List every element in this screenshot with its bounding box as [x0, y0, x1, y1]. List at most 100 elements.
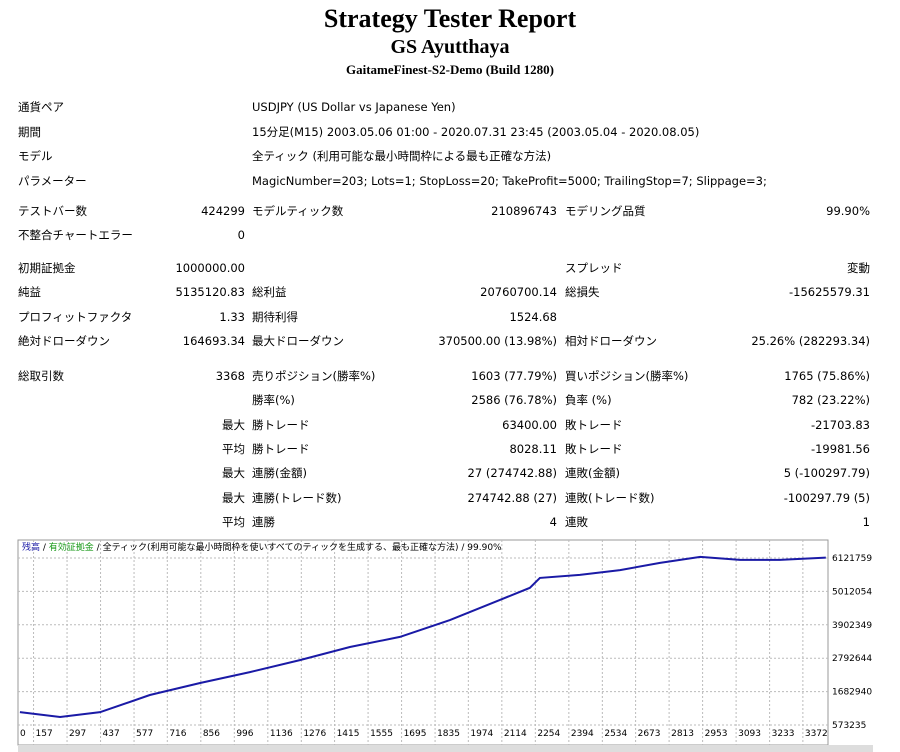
stat-label: 総取引数 — [18, 369, 64, 383]
stat-value: 8028.11 — [509, 441, 557, 456]
stat-label: テストバー数 — [18, 204, 87, 218]
stat-label: 期待利得 — [252, 309, 298, 324]
stat-value: 25.26% (282293.34) — [751, 333, 870, 348]
x-tick-label: 3372 — [805, 729, 828, 739]
stat-value: 1524.68 — [509, 309, 557, 324]
stat-label: 連勝(トレード数) — [252, 490, 342, 505]
x-tick-label: 1136 — [270, 729, 293, 739]
balance-line — [19, 555, 826, 718]
legend-item: 残高 — [22, 541, 40, 553]
stat-label: 負率 (%) — [565, 393, 612, 408]
legend-item: / — [94, 543, 103, 553]
stat-value: 27 (274742.88) — [467, 466, 557, 481]
stat-value: 4 — [549, 514, 557, 529]
setting-label: 通貨ペア — [18, 100, 64, 114]
x-tick-label: 2534 — [604, 729, 627, 739]
stat-label: 初期証拠金 — [18, 261, 76, 275]
stat-value: 1000000.00 — [175, 261, 245, 275]
stat-label: 勝トレード — [252, 417, 310, 432]
subtitle: GS Ayutthaya — [390, 36, 510, 58]
stat-value: 最大 — [222, 490, 245, 505]
setting-label: モデル — [18, 149, 53, 163]
x-tick-label: 577 — [136, 729, 153, 739]
stat-label: 相対ドローダウン — [565, 333, 657, 348]
stat-value: 164693.34 — [182, 333, 245, 348]
footer-band — [18, 745, 873, 752]
stat-value: 1 — [862, 514, 870, 529]
stat-value: 1.33 — [219, 309, 245, 324]
stat-value: -19981.56 — [810, 441, 870, 456]
y-tick-label: 6121759 — [832, 554, 872, 564]
stat-value: 20760700.14 — [480, 285, 557, 300]
stat-label: 連敗 — [565, 514, 588, 529]
x-tick-label: 996 — [236, 729, 253, 739]
legend-item: 99.90% — [467, 543, 502, 553]
y-tick-label: 573235 — [832, 721, 866, 731]
stat-value: 変動 — [847, 261, 870, 275]
x-tick-label: 1555 — [370, 729, 393, 739]
x-tick-label: 1276 — [303, 729, 326, 739]
stat-value: -15625579.31 — [789, 285, 870, 300]
setting-value: 全ティック (利用可能な最小時間枠による最も正確な方法) — [252, 149, 552, 163]
stat-value: 5 (-100297.79) — [783, 466, 870, 481]
stat-value: 1765 (75.86%) — [784, 369, 870, 383]
stat-label: 連敗(トレード数) — [565, 490, 655, 505]
stat-label: スプレッド — [565, 261, 623, 275]
stat-label: 敗トレード — [565, 441, 623, 456]
stat-value: 最大 — [222, 466, 245, 481]
stat-label: 絶対ドローダウン — [18, 333, 110, 348]
stat-value: 3368 — [215, 369, 245, 383]
x-tick-label: 3233 — [772, 729, 795, 739]
stat-value: 5135120.83 — [175, 285, 245, 300]
x-tick-label: 0 — [20, 729, 26, 739]
stat-value: 63400.00 — [502, 417, 557, 432]
stat-label: 買いポジション(勝率%) — [565, 369, 689, 383]
title: Strategy Tester Report — [323, 4, 577, 33]
legend-item: 有効証拠金 — [49, 541, 94, 553]
stat-label: 総利益 — [252, 285, 287, 300]
y-tick-label: 2792644 — [832, 654, 872, 664]
stat-label: 連勝(金額) — [252, 466, 307, 481]
x-tick-label: 297 — [69, 729, 86, 739]
stat-label: 最大ドローダウン — [252, 333, 344, 348]
stat-value: -100297.79 (5) — [783, 490, 870, 505]
stat-value: 0 — [237, 228, 245, 243]
stat-label: 連敗(金額) — [565, 466, 620, 481]
stat-value: 2586 (76.78%) — [471, 393, 557, 408]
stat-label: プロフィットファクタ — [18, 309, 133, 324]
x-tick-label: 437 — [103, 729, 120, 739]
build: GaitameFinest-S2-Demo (Build 1280) — [346, 62, 554, 77]
stat-value: -21703.83 — [810, 417, 870, 432]
legend-item: / — [459, 543, 468, 553]
x-tick-label: 2813 — [671, 729, 694, 739]
y-tick-label: 5012054 — [832, 587, 872, 597]
setting-label: パラメーター — [18, 173, 87, 188]
x-tick-label: 3093 — [738, 729, 761, 739]
setting-label: 期間 — [18, 124, 41, 139]
stat-value: 210896743 — [491, 204, 557, 218]
y-tick-label: 3902349 — [832, 621, 872, 631]
stat-value: 424299 — [201, 204, 245, 218]
x-tick-label: 2673 — [638, 729, 661, 739]
stat-label: 総損失 — [565, 285, 600, 300]
stat-value: 最大 — [222, 417, 245, 432]
x-tick-label: 2254 — [537, 729, 560, 739]
stat-label: 敗トレード — [565, 417, 623, 432]
stat-value: 平均 — [222, 514, 245, 529]
stat-label: 連勝 — [252, 514, 275, 529]
x-tick-label: 2114 — [504, 729, 527, 739]
x-tick-label: 157 — [36, 729, 53, 739]
x-tick-label: 1695 — [404, 729, 427, 739]
stat-value: 99.90% — [826, 204, 870, 218]
legend-item: 全ティック(利用可能な最小時間枠を使いすべてのティックを生成する、最も正確な方法… — [103, 541, 459, 553]
y-tick-label: 1682940 — [832, 688, 872, 698]
stat-value: 274742.88 (27) — [467, 490, 557, 505]
legend-item: / — [40, 543, 49, 553]
stat-label: モデリング品質 — [565, 204, 646, 218]
setting-value: USDJPY (US Dollar vs Japanese Yen) — [252, 100, 456, 114]
plot-frame — [17, 539, 829, 746]
stat-label: モデルティック数 — [252, 204, 344, 218]
x-tick-label: 716 — [169, 729, 186, 739]
